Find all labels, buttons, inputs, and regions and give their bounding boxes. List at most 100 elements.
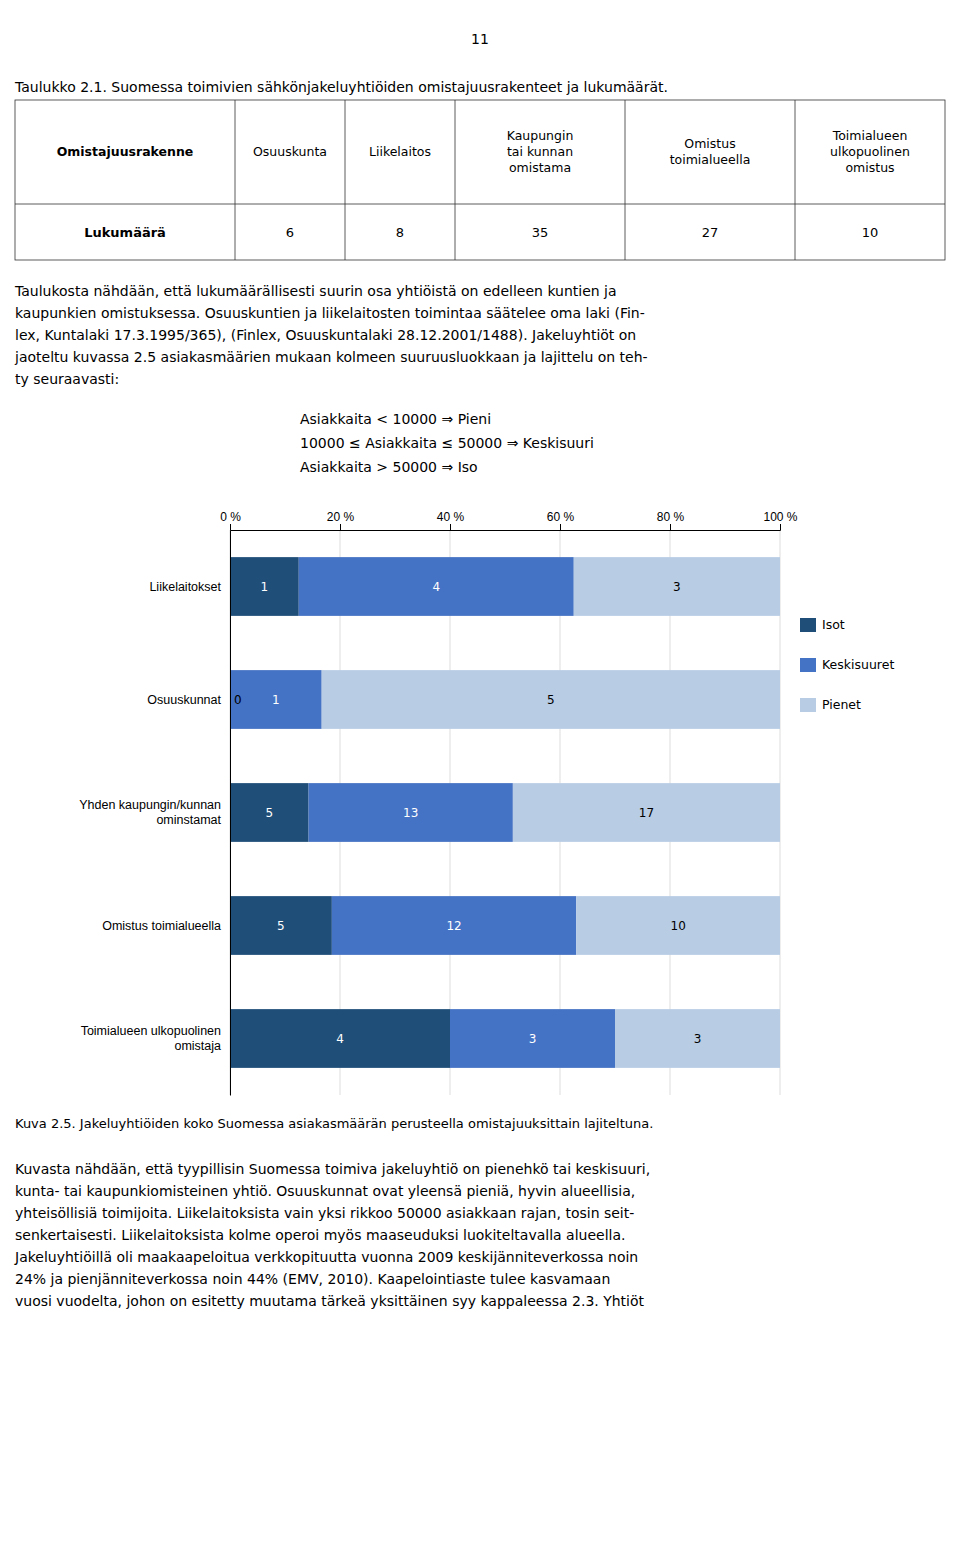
paragraph-line: lex, Kuntalaki 17.3.1995/365), (Finlex, …	[15, 327, 636, 343]
x-tick: 80 %	[657, 510, 685, 530]
table-cell: 27	[702, 225, 719, 240]
table-header: Toimialueenulkopuolinenomistus	[830, 128, 910, 176]
table-border	[15, 100, 945, 260]
data-label: 17	[639, 806, 654, 820]
y-tick-label: Omistus toimialueella	[102, 919, 221, 933]
bullet: 10000 ≤ Asiakkaita ≤ 50000 ⇒ Keskisuuri	[300, 435, 594, 451]
y-tick: Toimialueen ulkopuolinenomistaja	[81, 1024, 221, 1053]
x-tick-label: 80 %	[657, 510, 685, 524]
x-tick-label: 0 %	[220, 510, 241, 524]
table-cell: 10	[862, 225, 879, 240]
table-row-divider	[15, 204, 945, 205]
text-line: Yhden kaupungin/kunnan	[79, 798, 221, 812]
table-row-label: Lukumäärä	[84, 225, 166, 240]
table-col-divider	[235, 100, 236, 260]
text-line: Osuuskunnat	[147, 693, 221, 707]
bars	[230, 557, 780, 1068]
table-title: Taulukko 2.1. Suomessa toimivien sähkönj…	[14, 79, 668, 95]
y-tick: Liikelaitokset	[149, 580, 221, 594]
paragraph-line: jaoteltu kuvassa 2.5 asiakasmäärien muka…	[14, 349, 648, 365]
y-tick-label: Toimialueen ulkopuolinenomistaja	[81, 1024, 221, 1053]
legend-swatch	[800, 618, 816, 632]
table-cell: 35	[532, 225, 549, 240]
bar-segment	[332, 896, 576, 955]
table-cell: 8	[396, 225, 404, 240]
paragraph-line: senkertaisesti. Liikelaitoksista kolme o…	[15, 1227, 625, 1243]
text-line: omistaja	[174, 1039, 221, 1053]
data-label: 5	[277, 919, 285, 933]
y-tick-label: Yhden kaupungin/kunnanominstamat	[79, 798, 221, 827]
data-label: 4	[432, 580, 440, 594]
bar-segment	[230, 896, 332, 955]
page-number: 11	[471, 31, 489, 47]
y-tick-label: Osuuskunnat	[147, 693, 221, 707]
table-header: Omistajuusrakenne	[57, 144, 194, 159]
y-tick-label: Liikelaitokset	[149, 580, 221, 594]
data-label: 0	[234, 693, 242, 707]
bar-segment	[513, 783, 780, 842]
x-tick-mark	[340, 524, 341, 530]
x-tick-label: 40 %	[437, 510, 465, 524]
x-tick: 100 %	[763, 510, 797, 530]
legend-swatch	[800, 658, 816, 672]
legend-label: Keskisuuret	[822, 657, 894, 672]
y-tick: Yhden kaupungin/kunnanominstamat	[79, 798, 221, 827]
chart-caption: Kuva 2.5. Jakeluyhtiöiden koko Suomessa …	[15, 1116, 653, 1131]
legend: IsotKeskisuuretPienet	[800, 617, 894, 712]
bar-segment	[574, 557, 780, 616]
text-line: Liikelaitos	[369, 144, 431, 159]
x-tick-label: 100 %	[763, 510, 797, 524]
text-line: omistama	[509, 160, 571, 175]
text-line: Liikelaitokset	[149, 580, 221, 594]
bar-segment	[230, 670, 322, 729]
paragraph-line: Taulukosta nähdään, että lukumäärällises…	[14, 283, 617, 299]
paragraph-line: 24% ja pienjänniteverkossa noin 44% (EMV…	[15, 1271, 610, 1287]
table: Omistajuusrakenne Osuuskunta Liikelaitos Ka…	[15, 100, 945, 260]
table-col-divider	[625, 100, 626, 260]
x-tick: 20 %	[327, 510, 355, 530]
table-col-divider	[455, 100, 456, 260]
text-line: Omistajuusrakenne	[57, 144, 194, 159]
paragraph-line: Jakeluyhtiöillä oli maakaapeloitua verkk…	[14, 1249, 638, 1265]
bar-segment	[230, 1009, 450, 1068]
table-header: Omistustoimialueella	[670, 136, 751, 167]
text-line: Kaupungin	[507, 128, 574, 143]
text-line: ulkopuolinen	[830, 144, 910, 159]
bar-segment	[309, 783, 513, 842]
table-header: Liikelaitos	[369, 144, 431, 159]
x-axis-line	[231, 524, 781, 531]
text-line: ominstamat	[156, 813, 221, 827]
x-tick-label: 20 %	[327, 510, 355, 524]
x-tick: 40 %	[437, 510, 465, 530]
legend-swatch	[800, 698, 816, 712]
bar-segment	[230, 557, 299, 616]
text-line: Omistus	[684, 136, 735, 151]
text-line: omistus	[845, 160, 894, 175]
text-line: tai kunnan	[507, 144, 573, 159]
text-line: Toimialueen ulkopuolinen	[81, 1024, 221, 1038]
bullet: Asiakkaita < 10000 ⇒ Pieni	[300, 411, 491, 427]
paragraph-line: kunta- tai kaupunkiomisteinen yhtiö. Osu…	[15, 1183, 635, 1199]
text-line: toimialueella	[670, 152, 751, 167]
paragraph-line: ty seuraavasti:	[15, 371, 119, 387]
x-tick-mark	[560, 524, 561, 530]
bar-segment	[299, 557, 574, 616]
data-label: 10	[671, 919, 686, 933]
x-tick-mark	[230, 524, 231, 530]
x-tick-label: 60 %	[547, 510, 575, 524]
legend-label: Pienet	[822, 697, 861, 712]
y-axis-line	[230, 531, 231, 1096]
grid	[230, 530, 780, 1095]
bar-segment	[576, 896, 780, 955]
text-line: Osuuskunta	[253, 144, 327, 159]
x-axis: 0 % 20 % 40 % 60 % 80 % 100 %	[220, 510, 798, 531]
table-col-divider	[345, 100, 346, 260]
data-label: 13	[403, 806, 418, 820]
text-line: Toimialueen	[832, 128, 908, 143]
bar-segment	[450, 1009, 615, 1068]
paragraph-line: vuosi vuodelta, johon on esitetty muutam…	[15, 1293, 645, 1309]
chart: 10554411312335171030 %20 %40 %60 %80 %10…	[79, 510, 798, 1096]
data-label: 3	[673, 580, 681, 594]
table-header: Kaupungintai kunnanomistama	[507, 128, 574, 176]
bullet: Asiakkaita > 50000 ⇒ Iso	[300, 459, 478, 475]
